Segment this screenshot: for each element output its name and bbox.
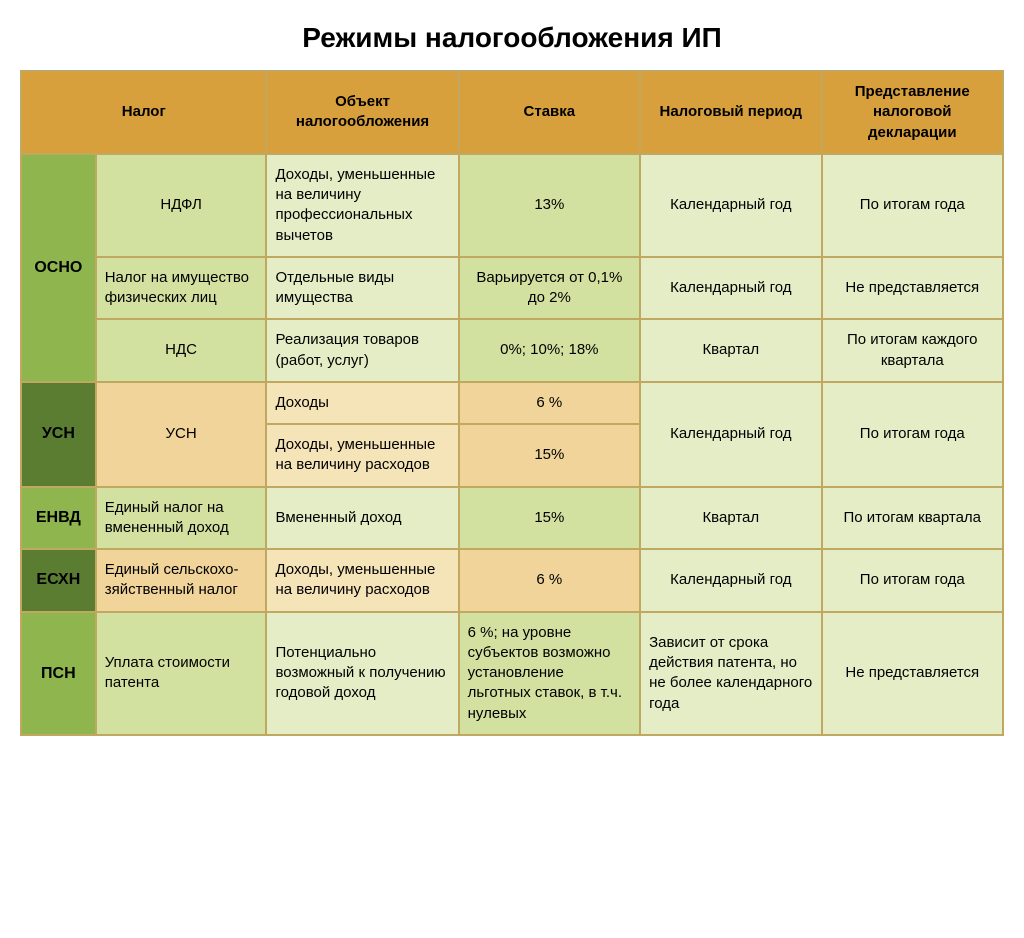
regime-psn: ПСН	[21, 612, 96, 736]
cell-rate: 6 %	[459, 549, 640, 612]
cell-object: Доходы, уменьшенные на величину расходов	[266, 424, 458, 487]
cell-object: Потенциально возможный к получению годов…	[266, 612, 458, 736]
header-period: Налоговый период	[640, 71, 821, 154]
cell-declaration: По итогам квартала	[822, 487, 1003, 550]
cell-declaration: Не представляется	[822, 257, 1003, 320]
table-row: ПСН Уплата стоимости патента Потенциальн…	[21, 612, 1003, 736]
table-row: ЕНВД Единый налог на вмененный доход Вме…	[21, 487, 1003, 550]
header-object: Объект налогообложения	[266, 71, 458, 154]
page-title: Режимы налогообложения ИП	[20, 22, 1004, 54]
cell-tax: Налог на имущество физических лиц	[96, 257, 267, 320]
header-rate: Ставка	[459, 71, 640, 154]
cell-period: Календарный год	[640, 382, 821, 487]
regime-envd: ЕНВД	[21, 487, 96, 550]
table-row: УСН УСН Доходы 6 % Календарный год По ит…	[21, 382, 1003, 424]
cell-tax: НДС	[96, 319, 267, 382]
cell-object: Реализация товаров (работ, услуг)	[266, 319, 458, 382]
cell-object: Доходы, уменьшенные на величину расходов	[266, 549, 458, 612]
cell-rate: 15%	[459, 487, 640, 550]
table-row: ОСНО НДФЛ Доходы, уменьшенные на величин…	[21, 154, 1003, 257]
table-row: Налог на имущество физических лиц Отдель…	[21, 257, 1003, 320]
cell-object: Вмененный доход	[266, 487, 458, 550]
header-tax: Налог	[21, 71, 266, 154]
header-declaration: Представление налоговой декларации	[822, 71, 1003, 154]
cell-object: Доходы, уменьшенные на величину професси…	[266, 154, 458, 257]
cell-rate: 6 %; на уровне субъектов возможно устано…	[459, 612, 640, 736]
cell-tax: НДФЛ	[96, 154, 267, 257]
cell-declaration: По итогам года	[822, 549, 1003, 612]
cell-declaration: По итогам года	[822, 382, 1003, 487]
cell-tax: Уплата стоимости патента	[96, 612, 267, 736]
cell-rate: 6 %	[459, 382, 640, 424]
cell-tax: Единый налог на вмененный доход	[96, 487, 267, 550]
table-row: ЕСХН Единый сельскохо-зяйственный налог …	[21, 549, 1003, 612]
regime-usn: УСН	[21, 382, 96, 487]
cell-period: Календарный год	[640, 154, 821, 257]
cell-period: Зависит от срока действия патента, но не…	[640, 612, 821, 736]
cell-tax: УСН	[96, 382, 267, 487]
cell-declaration: Не представляется	[822, 612, 1003, 736]
cell-object: Отдельные виды имущества	[266, 257, 458, 320]
cell-period: Квартал	[640, 487, 821, 550]
cell-period: Календарный год	[640, 257, 821, 320]
cell-tax: Единый сельскохо-зяйственный налог	[96, 549, 267, 612]
cell-rate: Варьируется от 0,1% до 2%	[459, 257, 640, 320]
table-row: НДС Реализация товаров (работ, услуг) 0%…	[21, 319, 1003, 382]
cell-declaration: По итогам каждого квартала	[822, 319, 1003, 382]
regime-osno: ОСНО	[21, 154, 96, 382]
cell-declaration: По итогам года	[822, 154, 1003, 257]
cell-rate: 13%	[459, 154, 640, 257]
cell-period: Квартал	[640, 319, 821, 382]
tax-regimes-table: Налог Объект налогообложения Ставка Нало…	[20, 70, 1004, 736]
cell-rate: 15%	[459, 424, 640, 487]
cell-object: Доходы	[266, 382, 458, 424]
cell-period: Календарный год	[640, 549, 821, 612]
cell-rate: 0%; 10%; 18%	[459, 319, 640, 382]
regime-eshn: ЕСХН	[21, 549, 96, 612]
